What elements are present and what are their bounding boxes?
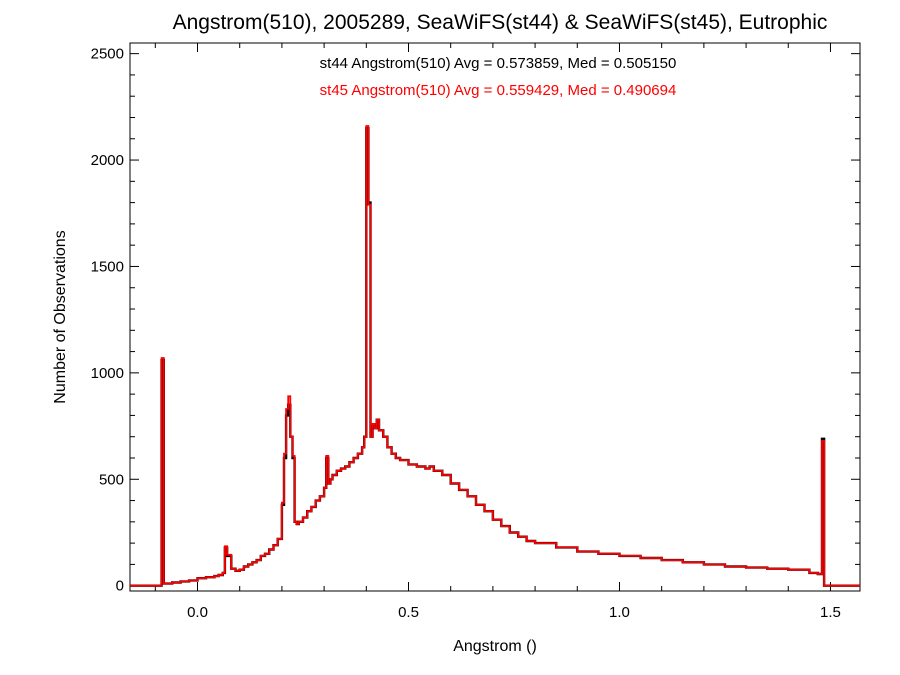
legend-entry-st45: st45 Angstrom(510) Avg = 0.559429, Med =… bbox=[320, 82, 677, 99]
x-axis: 0.0 0.5 1.0 1.5 bbox=[154, 43, 841, 621]
y-axis: 0 500 1000 1500 2000 2500 bbox=[91, 46, 860, 595]
y-tick-label: 1000 bbox=[91, 365, 124, 382]
y-tick-label: 500 bbox=[99, 471, 124, 488]
x-tick-label: 1.0 bbox=[609, 604, 630, 621]
series-group bbox=[130, 125, 860, 587]
x-axis-label: Angstrom () bbox=[453, 638, 537, 655]
y-tick-label: 1500 bbox=[91, 258, 124, 275]
y-tick-label: 2000 bbox=[91, 152, 124, 169]
legend-entry-st44: st44 Angstrom(510) Avg = 0.573859, Med =… bbox=[320, 55, 677, 72]
x-tick-label: 1.5 bbox=[820, 604, 841, 621]
series-st45-line bbox=[130, 125, 860, 587]
y-tick-label: 2500 bbox=[91, 46, 124, 63]
y-tick-label: 0 bbox=[116, 578, 124, 595]
x-tick-label: 0.5 bbox=[398, 604, 419, 621]
plot-frame bbox=[129, 42, 861, 592]
series-st44-line bbox=[130, 126, 860, 587]
x-tick-label: 0.0 bbox=[187, 604, 208, 621]
y-axis-label: Number of Observations bbox=[52, 230, 69, 403]
chart-title: Angstrom(510), 2005289, SeaWiFS(st44) & … bbox=[173, 11, 828, 34]
